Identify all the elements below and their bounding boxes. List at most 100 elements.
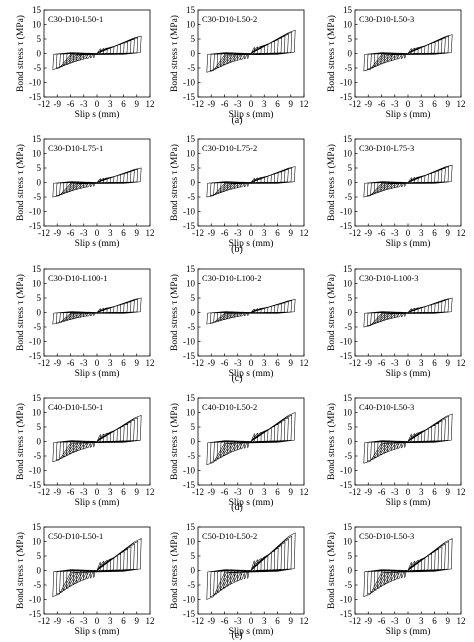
y-tick-label: 15 — [343, 264, 353, 274]
x-tick-label: 12 — [300, 616, 309, 626]
y-tick-label: 10 — [343, 149, 353, 159]
y-tick-label: 0 — [348, 308, 353, 318]
hysteresis-curve — [52, 35, 142, 70]
panel-title: C30-D10-L100-1 — [48, 273, 108, 283]
row-caption: (a) — [231, 115, 242, 126]
x-tick-label: -6 — [67, 487, 75, 497]
y-tick-label: -5 — [188, 580, 196, 590]
y-tick-label: -15 — [29, 609, 41, 619]
x-tick-label: 12 — [300, 99, 309, 109]
y-tick-label: 0 — [191, 178, 196, 188]
y-tick-label: 5 — [348, 422, 353, 432]
x-tick-label: 0 — [95, 487, 100, 497]
x-tick-label: -9 — [208, 99, 216, 109]
y-tick-label: -5 — [34, 192, 42, 202]
y-tick-label: 15 — [32, 264, 42, 274]
x-tick-label: -6 — [378, 358, 386, 368]
x-tick-label: 9 — [446, 228, 451, 238]
y-tick-label: 10 — [32, 20, 42, 30]
x-tick-label: -3 — [234, 99, 242, 109]
y-tick-label: -10 — [29, 595, 41, 605]
x-tick-label: 6 — [121, 99, 126, 109]
y-tick-label: 10 — [186, 279, 196, 289]
x-tick-label: 9 — [135, 616, 140, 626]
y-tick-label: 10 — [343, 408, 353, 418]
y-tick-label: 10 — [32, 149, 42, 159]
y-tick-label: 10 — [343, 20, 353, 30]
y-tick-label: 0 — [348, 178, 353, 188]
x-tick-label: 6 — [275, 99, 280, 109]
y-tick-label: 15 — [343, 5, 353, 15]
x-tick-label: 9 — [289, 616, 294, 626]
panel-title: C30-D10-L100-2 — [202, 273, 262, 283]
y-tick-label: 15 — [343, 134, 353, 144]
x-tick-label: 12 — [146, 358, 155, 368]
y-tick-label: -5 — [345, 451, 353, 461]
y-tick-label: 5 — [191, 163, 196, 173]
x-tick-label: 0 — [406, 99, 411, 109]
x-tick-label: 9 — [135, 228, 140, 238]
x-tick-label: 3 — [419, 487, 424, 497]
y-tick-label: -10 — [183, 466, 195, 476]
x-tick-label: 9 — [446, 487, 451, 497]
x-tick-label: -6 — [378, 228, 386, 238]
hysteresis-curve — [206, 29, 296, 73]
x-tick-label: 3 — [108, 487, 113, 497]
x-tick-label: -6 — [221, 99, 229, 109]
x-tick-label: 6 — [432, 487, 437, 497]
x-tick-label: 9 — [289, 358, 294, 368]
y-tick-label: 10 — [32, 279, 42, 289]
y-tick-label: 0 — [37, 308, 42, 318]
y-tick-label: -15 — [183, 609, 195, 619]
x-tick-label: -3 — [391, 487, 399, 497]
panel-title: C30-D10-L50-2 — [202, 14, 257, 24]
y-tick-label: 5 — [37, 293, 42, 303]
x-tick-label: -6 — [221, 228, 229, 238]
x-tick-label: -12 — [192, 487, 204, 497]
x-tick-label: -3 — [391, 358, 399, 368]
x-tick-label: -3 — [391, 228, 399, 238]
x-tick-label: 3 — [262, 99, 267, 109]
x-tick-label: -6 — [221, 358, 229, 368]
y-tick-label: 15 — [343, 522, 353, 532]
x-axis-label: Slip s (mm) — [75, 238, 120, 249]
x-tick-label: -6 — [67, 99, 75, 109]
y-tick-label: 5 — [191, 551, 196, 561]
x-tick-label: -3 — [80, 358, 88, 368]
x-axis-label: Slip s (mm) — [75, 626, 120, 637]
y-tick-label: 15 — [186, 134, 196, 144]
y-tick-label: 5 — [348, 34, 353, 44]
y-tick-label: -10 — [340, 337, 352, 347]
y-tick-label: -5 — [345, 580, 353, 590]
hysteresis-curve — [52, 414, 142, 463]
y-tick-label: -5 — [34, 63, 42, 73]
x-axis-label: Slip s (mm) — [229, 109, 274, 120]
y-tick-label: 5 — [37, 422, 42, 432]
x-tick-label: 0 — [249, 616, 254, 626]
panel-title: C40-D10-L50-3 — [359, 402, 414, 412]
hysteresis-curve — [206, 166, 296, 198]
y-tick-label: -10 — [29, 207, 41, 217]
x-tick-label: -3 — [80, 228, 88, 238]
x-tick-label: 9 — [135, 99, 140, 109]
x-tick-label: 0 — [249, 358, 254, 368]
x-tick-label: -12 — [349, 358, 361, 368]
y-tick-label: 5 — [348, 551, 353, 561]
x-tick-label: 3 — [262, 616, 267, 626]
x-tick-label: 9 — [446, 616, 451, 626]
y-tick-label: 0 — [191, 308, 196, 318]
y-tick-label: -10 — [29, 337, 41, 347]
x-axis-label: Slip s (mm) — [229, 368, 274, 379]
panel-title: C30-D10-L75-2 — [202, 143, 257, 153]
y-tick-label: -15 — [340, 609, 352, 619]
x-tick-label: -12 — [349, 228, 361, 238]
y-tick-label: -15 — [340, 480, 352, 490]
x-tick-label: -3 — [234, 228, 242, 238]
x-tick-label: 6 — [275, 228, 280, 238]
x-tick-label: 12 — [146, 487, 155, 497]
